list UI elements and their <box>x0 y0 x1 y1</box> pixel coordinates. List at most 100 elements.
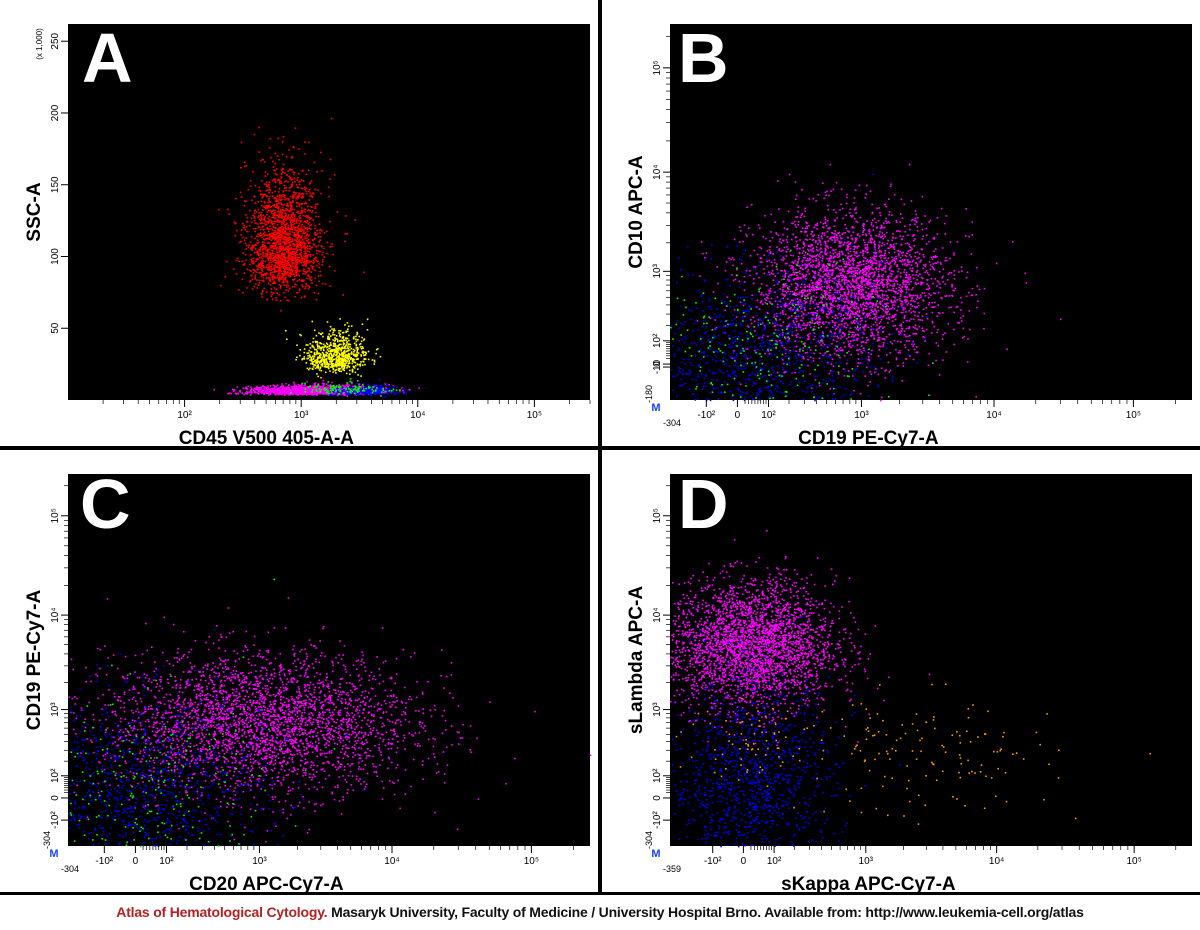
data-point <box>327 384 330 387</box>
data-point <box>304 384 306 386</box>
data-point <box>335 348 337 350</box>
data-point <box>287 386 289 388</box>
data-point <box>301 264 304 267</box>
data-point <box>916 306 918 308</box>
data-point <box>253 133 256 136</box>
data-point <box>281 263 284 266</box>
data-point <box>278 267 281 269</box>
data-point <box>908 320 911 322</box>
data-point <box>846 288 849 290</box>
data-point <box>354 385 356 387</box>
data-point <box>299 261 301 264</box>
data-point <box>265 181 268 183</box>
data-point <box>269 209 271 212</box>
data-point <box>257 201 259 203</box>
data-point <box>276 384 279 387</box>
data-point <box>247 385 249 388</box>
data-point <box>366 392 368 395</box>
data-point <box>309 192 312 195</box>
data-point <box>263 255 265 258</box>
data-point <box>913 333 916 335</box>
data-point <box>863 333 865 335</box>
data-point <box>337 364 340 367</box>
data-point <box>249 185 252 188</box>
data-point <box>795 286 798 289</box>
data-point <box>751 203 753 206</box>
data-point <box>364 387 366 390</box>
data-point <box>353 351 355 353</box>
data-point <box>352 387 355 389</box>
data-point <box>235 272 238 275</box>
data-point <box>282 228 285 231</box>
data-point <box>932 237 935 240</box>
data-point <box>282 233 285 235</box>
data-point <box>319 333 322 335</box>
data-point <box>303 387 306 390</box>
data-point <box>303 243 306 245</box>
data-point <box>355 355 358 358</box>
data-point <box>341 387 344 389</box>
data-point <box>296 274 298 277</box>
data-point <box>855 328 858 330</box>
data-point <box>330 344 332 346</box>
data-point <box>291 264 293 267</box>
data-point <box>285 155 288 158</box>
data-point <box>333 351 336 353</box>
data-point <box>312 357 315 359</box>
data-point <box>860 296 863 298</box>
data-point <box>878 322 881 325</box>
data-point <box>274 178 276 180</box>
data-point <box>296 196 298 198</box>
data-point <box>259 391 261 393</box>
data-point <box>274 247 276 249</box>
data-point <box>302 389 305 391</box>
data-point <box>341 337 344 339</box>
data-point <box>333 174 336 176</box>
data-point <box>280 242 282 244</box>
data-point <box>287 255 290 257</box>
data-point <box>310 356 313 359</box>
data-point <box>893 251 896 254</box>
data-point <box>276 214 278 217</box>
data-point <box>278 248 281 250</box>
data-point <box>236 386 239 388</box>
data-point <box>272 195 274 198</box>
data-point <box>323 382 325 385</box>
data-point <box>289 243 291 246</box>
data-point <box>309 181 312 184</box>
data-point <box>311 389 314 391</box>
data-point <box>309 359 311 361</box>
data-point <box>358 335 360 338</box>
data-point <box>794 260 796 262</box>
data-point <box>903 330 906 332</box>
data-point <box>320 342 323 345</box>
data-point <box>283 224 286 226</box>
data-point <box>299 217 302 219</box>
data-point <box>282 280 285 282</box>
data-point <box>262 259 265 262</box>
data-point <box>331 363 334 365</box>
data-point <box>298 387 300 389</box>
data-point <box>321 254 323 256</box>
data-point <box>868 260 870 263</box>
data-point <box>278 188 281 190</box>
data-point <box>281 214 283 216</box>
data-point <box>869 306 871 308</box>
data-point <box>308 286 311 288</box>
data-point <box>320 151 322 154</box>
data-point <box>343 358 345 360</box>
data-point <box>325 354 327 356</box>
data-point <box>369 394 371 396</box>
data-point <box>243 264 246 266</box>
data-point <box>319 228 322 231</box>
data-point <box>245 214 247 216</box>
data-point <box>283 390 286 392</box>
data-point <box>355 384 357 387</box>
data-point <box>340 352 343 354</box>
data-point <box>263 392 265 394</box>
data-point <box>296 230 298 233</box>
data-point <box>293 191 295 193</box>
data-point <box>320 385 322 388</box>
data-point <box>776 303 779 306</box>
data-point <box>318 332 320 334</box>
